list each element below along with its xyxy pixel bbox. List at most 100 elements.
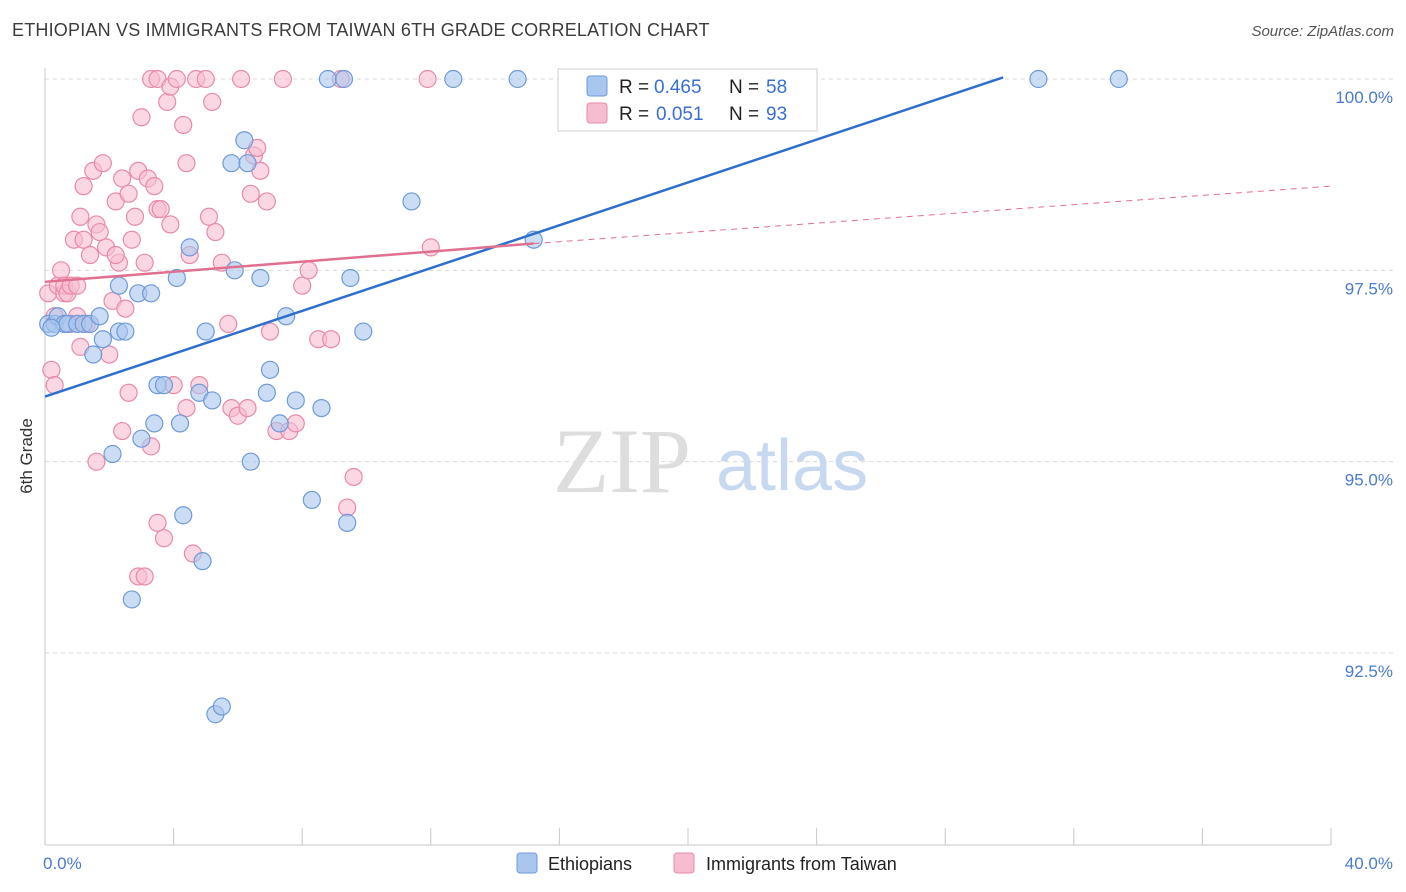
taiwan-point-56 [238,398,257,418]
stats-legend-r-label-1: R = [619,77,649,98]
ethiopians-point-21 [154,376,174,395]
legend-label-taiwan: Immigrants from Taiwan [706,854,897,874]
ethiopians-point-43 [302,490,321,510]
taiwan-point-68 [299,261,318,280]
ethiopians-point-49 [354,322,373,341]
y-tick-label-3: 92.5% [1345,662,1393,681]
taiwan-point-55 [232,69,251,89]
taiwan-point-36 [145,177,164,196]
ethiopians-point-44 [312,398,331,418]
taiwan-point-32 [132,108,151,127]
taiwan-point-87 [418,69,437,89]
ethiopians-point-42 [286,391,305,410]
ethiopians-point-50 [402,192,421,211]
taiwan-point-72 [338,498,357,517]
taiwan-point-67 [293,276,312,295]
ethiopians-point-40 [270,414,289,433]
taiwan-point-73 [344,467,363,487]
stats-legend-n-label-2: N = [729,104,759,125]
ethiopians-point-27 [193,552,212,571]
taiwan-point-13 [74,230,93,249]
ethiopians-point-22 [167,268,186,288]
taiwan-point-33 [135,253,154,272]
taiwan-trend-line [44,242,534,284]
stats-legend-n-label-1: N = [729,77,759,98]
taiwan-point-62 [260,322,280,341]
trend-lines [44,76,1332,398]
taiwan-point-22 [100,345,119,364]
series-legend: Ethiopians Immigrants from Taiwan [516,852,897,874]
taiwan-point-42 [167,69,186,89]
taiwan-point-61 [257,192,276,211]
taiwan-point-16 [80,245,100,265]
stats-legend-r-value-2: 0.051 [656,104,704,125]
ethiopians-point-38 [257,383,276,402]
taiwan-point-30 [125,207,145,226]
ethiopians-trend-line [44,76,1004,398]
taiwan-point-86 [219,314,238,334]
y-tick-label-1: 97.5% [1345,279,1393,298]
ethiopians-point-46 [334,69,354,89]
watermark-zip: ZIP [553,410,691,512]
taiwan-point-1 [42,360,61,379]
taiwan-point-48 [196,69,215,89]
watermark-atlas: atlas [716,426,868,506]
taiwan-point-91 [106,245,125,265]
chart-title: ETHIOPIAN VS IMMIGRANTS FROM TAIWAN 6TH … [12,20,710,40]
ethiopians-point-31 [212,697,231,716]
series-ethiopians-points [39,69,1128,724]
taiwan-point-44 [177,154,196,173]
stats-legend-n-value-2: 93 [766,104,787,125]
ethiopians-point-57 [42,318,61,337]
ethiopians-point-23 [170,414,190,433]
stats-legend-n-value-1: 58 [766,77,787,98]
ethiopians-point-14 [116,322,135,341]
stats-legend-swatch-pink [586,102,608,124]
y-tick-label-0: 100.0% [1335,88,1393,107]
taiwan-point-76 [113,421,132,441]
ethiopians-point-47 [338,513,357,532]
taiwan-point-81 [148,513,167,532]
taiwan-point-49 [199,207,219,226]
taiwan-point-40 [158,92,177,112]
ethiopians-point-9 [90,307,109,326]
taiwan-point-88 [421,238,440,257]
ethiopians-point-36 [241,452,260,471]
ethiopians-point-10 [93,330,112,349]
taiwan-point-26 [113,169,132,188]
taiwan-point-84 [177,398,196,418]
x-tick-label-0: 0.0% [43,854,82,873]
ethiopians-point-15 [122,590,141,609]
taiwan-point-28 [119,184,138,203]
taiwan-point-20 [93,154,112,173]
taiwan-point-4 [51,261,71,280]
ethiopians-point-19 [145,414,164,433]
watermark: ZIP atlas [553,410,868,512]
ethiopians-point-33 [225,261,244,280]
taiwan-point-77 [119,383,138,402]
ethiopians-point-37 [251,268,270,288]
ethiopians-point-39 [260,360,280,379]
taiwan-point-27 [116,299,135,318]
taiwan-point-11 [68,276,87,295]
stats-legend-r-value-1: 0.465 [654,77,702,98]
legend-swatch-ethiopians [516,852,538,874]
taiwan-point-29 [122,230,141,249]
taiwan-point-75 [87,452,106,471]
series-taiwan-points [39,69,440,586]
tick-labels: 100.0% 97.5% 95.0% 92.5% 0.0% 40.0% [43,88,1393,873]
legend-swatch-taiwan [673,852,695,874]
y-axis-label: 6th Grade [17,418,36,494]
ethiopians-point-8 [84,345,103,364]
ethiopians-point-52 [508,69,527,89]
ethiopians-point-51 [444,69,463,89]
stats-legend: R = 0.465 N = 58 R = 0.051 N = 93 [557,68,818,132]
ethiopians-point-48 [341,268,360,288]
taiwan-point-79 [135,567,154,586]
taiwan-trend-line-extension [533,185,1332,245]
taiwan-point-19 [90,222,109,242]
ethiopians-point-35 [238,154,257,173]
taiwan-point-14 [74,177,93,196]
taiwan-point-82 [154,529,174,548]
